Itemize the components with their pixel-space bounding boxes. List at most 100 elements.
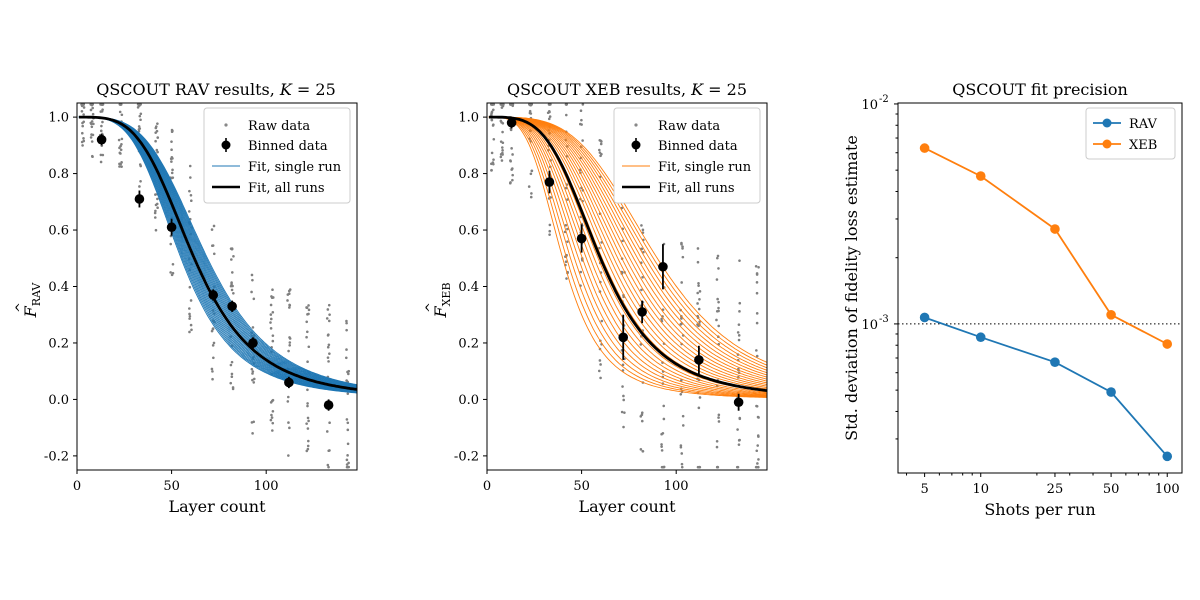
rav-raw-point (327, 449, 330, 453)
xeb-raw-point (598, 359, 602, 362)
xeb-raw-point (530, 192, 533, 195)
rav-raw-point (170, 176, 173, 180)
xeb-raw-point (620, 410, 624, 414)
xeb-raw-point (738, 417, 742, 421)
xeb-x-tick-label: 100 (664, 479, 689, 494)
xeb-raw-point (492, 162, 495, 166)
rav-raw-point (139, 112, 143, 116)
rav-x-axis-label: Layer count (168, 497, 266, 516)
rav-raw-point (229, 381, 233, 385)
xeb-raw-point (737, 334, 741, 337)
rav-raw-point (170, 128, 174, 132)
rav-raw-point (345, 463, 349, 466)
rav-raw-point (232, 291, 235, 295)
xeb-y-tick-label: -0.2 (454, 449, 479, 464)
rav-raw-point (229, 363, 233, 367)
xeb-single-run-fit-curve (488, 116, 768, 396)
rav-raw-point (307, 304, 310, 307)
xeb-raw-point (599, 363, 602, 366)
rav-raw-point (346, 465, 350, 469)
xeb-single-run-fit-curve (488, 116, 768, 398)
rav-raw-point (155, 148, 159, 152)
rav-raw-point (99, 153, 103, 157)
rav-raw-point (171, 168, 174, 172)
rav-raw-point (139, 179, 142, 183)
rav-legend-binned-label: Binned data (248, 139, 328, 154)
rav-raw-point (92, 122, 95, 126)
xeb-raw-point (566, 227, 569, 231)
xeb-raw-point (640, 288, 643, 292)
rav-raw-point (307, 419, 310, 423)
xeb-raw-point (680, 317, 683, 320)
rav-raw-point (99, 129, 103, 133)
xeb-raw-point (697, 406, 701, 410)
rav-y-ticks: -0.2 0.0 0.2 0.4 0.6 0.8 1.0 (44, 111, 77, 464)
rav-raw-point (269, 303, 273, 307)
rav-raw-point (189, 323, 193, 327)
xeb-raw-point (642, 250, 645, 254)
rav-raw-point (270, 416, 274, 419)
xeb-y-tick-label: 0.6 (458, 224, 479, 239)
xeb-raw-point (548, 233, 551, 236)
xeb-raw-point (621, 363, 625, 367)
xeb-raw-point (509, 103, 512, 106)
xeb-raw-point (737, 323, 741, 326)
rav-raw-point (269, 327, 273, 330)
rav-raw-point (269, 321, 272, 324)
rav-raw-point (269, 313, 273, 316)
rav-raw-point (287, 349, 290, 353)
rav-raw-point (119, 148, 123, 152)
xeb-y-axis-label: FXEB ^ (424, 282, 453, 318)
xeb-all-runs-fit-curve (488, 115, 768, 392)
rav-raw-point (154, 228, 158, 232)
xeb-raw-point (717, 306, 720, 310)
rav-raw-point (211, 244, 215, 247)
xeb-raw-point (641, 228, 645, 232)
xeb-raw-point (737, 338, 741, 342)
xeb-raw-point (696, 247, 700, 250)
xeb-raw-point (598, 246, 601, 250)
rav-raw-point (269, 317, 273, 321)
xeb-raw-point (501, 146, 504, 149)
xeb-raw-point (548, 223, 552, 227)
precision-x-tick-label: 10 (972, 482, 989, 497)
rav-raw-point (347, 461, 350, 465)
xeb-raw-point (641, 275, 644, 279)
rav-raw-point (81, 131, 84, 135)
xeb-precision-point (975, 171, 986, 181)
rav-raw-point (271, 288, 274, 292)
xeb-raw-point (527, 185, 531, 188)
rav-raw-point (82, 137, 85, 140)
rav-raw-point (210, 329, 214, 333)
rav-raw-point (212, 224, 216, 228)
xeb-raw-point (491, 124, 495, 127)
rav-all-runs-fit-curve (78, 115, 358, 391)
xeb-raw-point (717, 416, 720, 419)
rav-raw-point (188, 189, 191, 193)
precision-x-ticks: 5 10 25 50 100 (906, 473, 1180, 497)
rav-y-axis-label-hat: ^ (14, 302, 29, 313)
rav-raw-point (306, 388, 309, 392)
rav-precision-point (919, 312, 930, 323)
rav-raw-point (156, 197, 159, 201)
xeb-raw-point (529, 112, 533, 115)
rav-raw-point (327, 319, 331, 323)
rav-raw-point (188, 285, 192, 289)
xeb-raw-point (680, 281, 683, 284)
xeb-raw-point (598, 138, 602, 142)
xeb-raw-point (736, 428, 739, 431)
xeb-single-run-fit-curve (488, 116, 768, 363)
xeb-y-tick-label: 0.0 (458, 393, 479, 408)
rav-raw-point (271, 429, 274, 432)
xeb-raw-point (738, 301, 742, 305)
xeb-raw-point (600, 319, 604, 323)
precision-legend-rav-marker (1102, 118, 1112, 128)
precision-axes-frame (897, 102, 1183, 474)
xeb-raw-point (738, 259, 741, 262)
rav-raw-point (250, 367, 254, 371)
rav-binned-point (323, 400, 334, 410)
xeb-raw-point (680, 462, 684, 466)
rav-raw-point (305, 422, 308, 425)
xeb-raw-point (640, 419, 644, 423)
rav-raw-point (80, 140, 84, 144)
